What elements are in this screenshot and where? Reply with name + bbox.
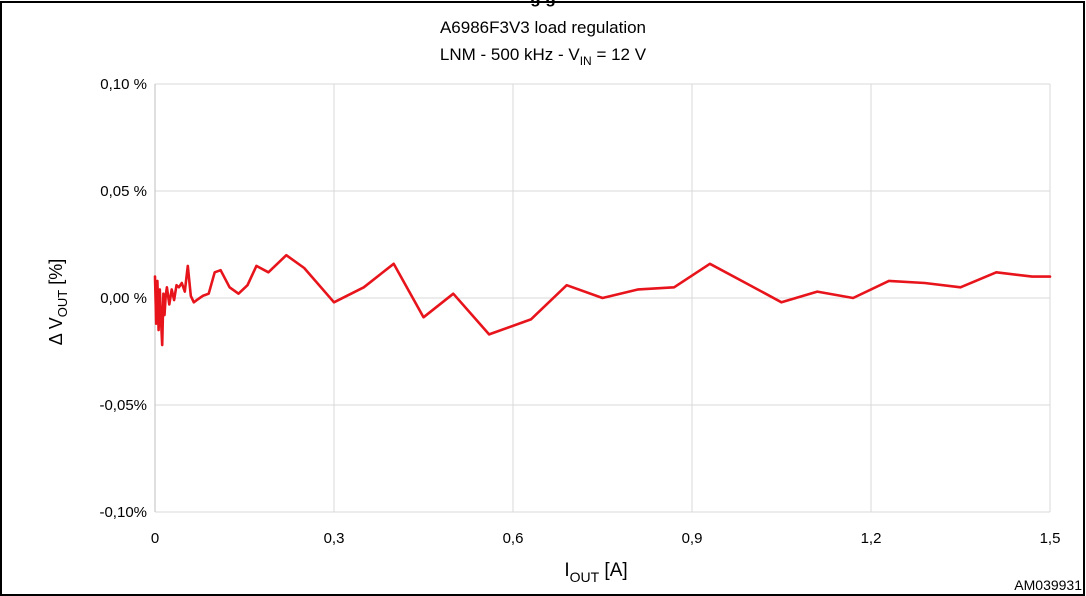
subtitle-prefix: LNM - 500 kHz - V	[440, 45, 580, 64]
figure-caption-fragment: g g	[530, 0, 556, 7]
subtitle-subscript: IN	[580, 54, 592, 68]
x-tick-labels: 0 0,3 0,6 0,9 1,2 1,5	[151, 530, 1061, 547]
chart-subtitle: LNM - 500 kHz - VIN = 12 V	[440, 45, 647, 68]
y-tick-label: -0,10%	[99, 504, 147, 521]
y-label-sub: OUT	[55, 290, 70, 318]
y-label-delta: Δ	[46, 333, 66, 345]
y-label-main: V	[46, 317, 66, 329]
subtitle-suffix: = 12 V	[592, 45, 647, 64]
y-tick-label: -0,05%	[99, 397, 147, 414]
x-tick-label: 0,3	[324, 530, 345, 547]
y-label-unit: [%]	[46, 259, 66, 290]
series-line	[153, 253, 1052, 347]
y-tick-label: 0,00 %	[100, 290, 147, 307]
y-axis-label: ΔVOUT [%]	[46, 259, 70, 346]
y-tick-label: 0,10 %	[100, 76, 147, 93]
gridlines	[155, 83, 1051, 513]
series-group	[153, 253, 1052, 347]
x-tick-label: 1,5	[1040, 530, 1061, 547]
x-label-unit: [A]	[599, 560, 628, 581]
x-tick-label: 1,2	[861, 530, 882, 547]
x-tick-label: 0	[151, 530, 159, 547]
x-tick-label: 0,9	[682, 530, 703, 547]
x-label-sub: OUT	[570, 569, 600, 585]
figure-id: AM039931	[1014, 577, 1082, 593]
y-tick-labels: 0,10 % 0,05 % 0,00 % -0,05% -0,10%	[99, 76, 147, 521]
x-tick-label: 0,6	[503, 530, 524, 547]
x-axis-label: IOUT [A]	[564, 560, 627, 585]
chart-title: A6986F3V3 load regulation	[440, 18, 646, 37]
y-tick-label: 0,05 %	[100, 183, 147, 200]
x-label-main: I	[564, 560, 569, 581]
